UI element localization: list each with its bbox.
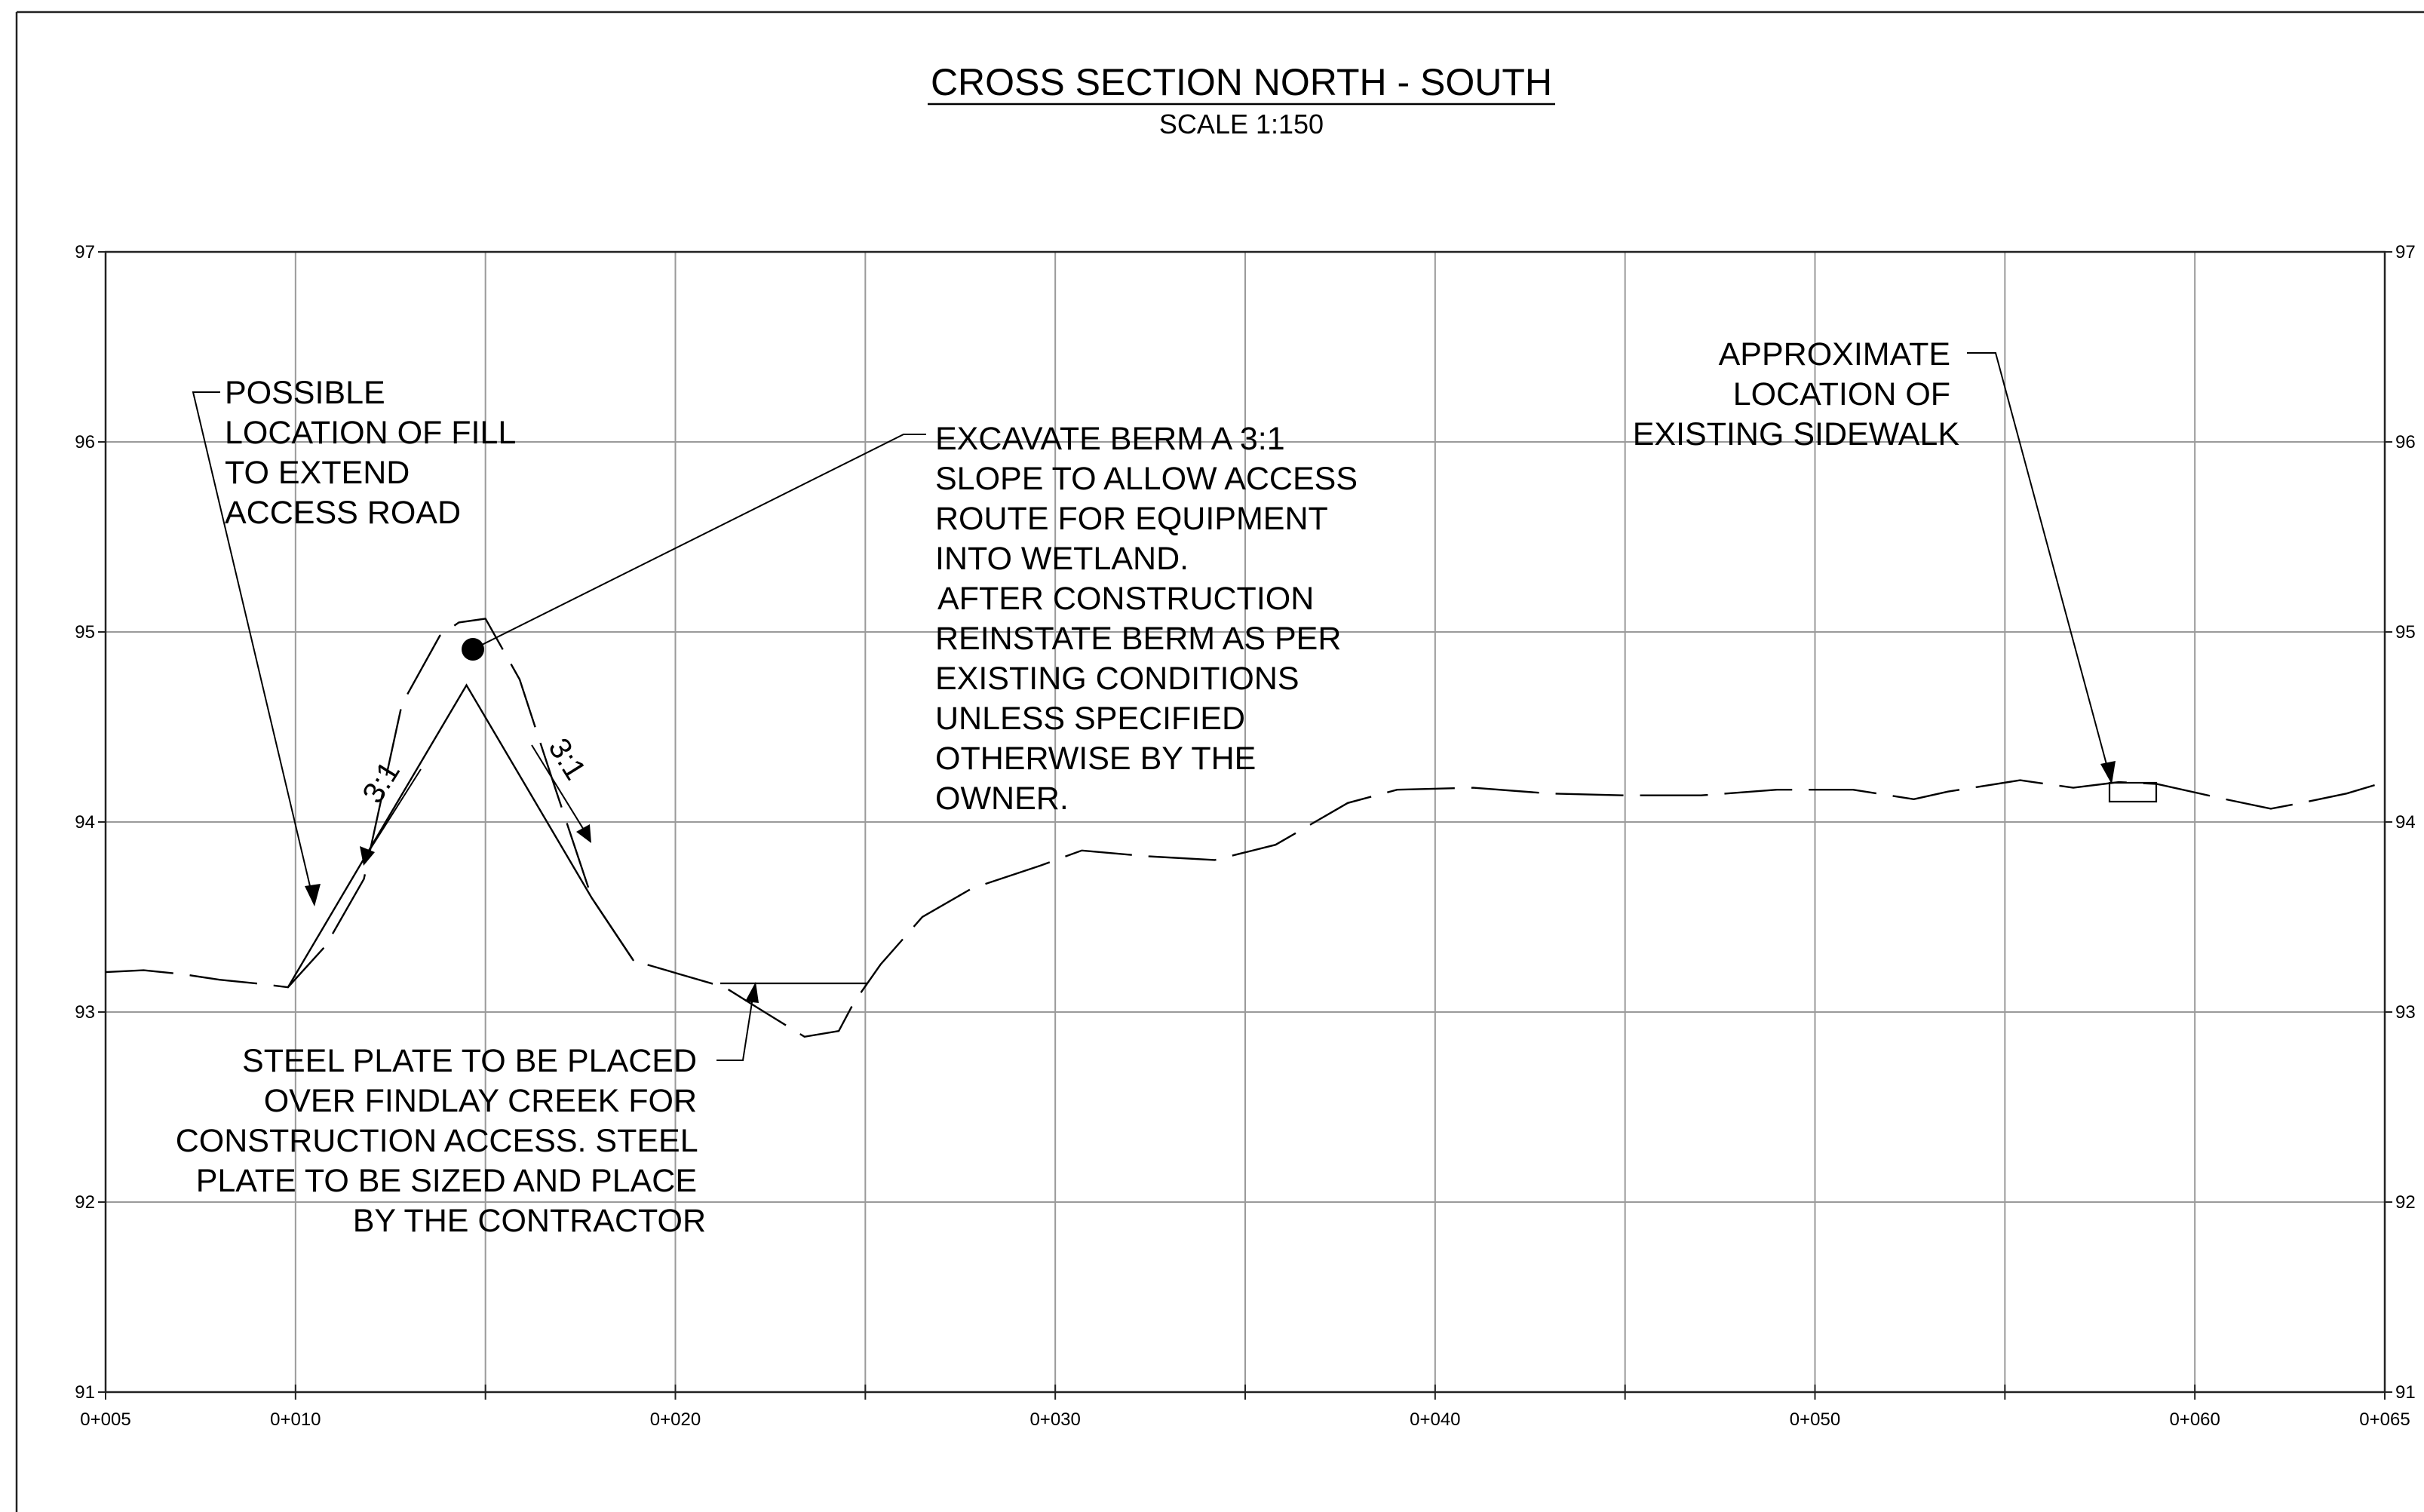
y-tick-label-left-96: 96 — [75, 432, 95, 452]
y-tick-label-left-97: 97 — [75, 242, 95, 262]
berm-note-line-2: SLOPE TO ALLOW ACCESS — [935, 461, 1358, 497]
left-slope-arrowhead — [360, 846, 375, 866]
x-tick-label-0+050: 0+050 — [1790, 1409, 1840, 1430]
berm-note-line-10: OWNER. — [935, 781, 1069, 817]
berm-note-line-8: UNLESS SPECIFIED — [935, 701, 1245, 737]
y-tick-label-left-94: 94 — [75, 812, 95, 833]
berm-note-line-1: EXCAVATE BERM A 3:1 — [935, 421, 1285, 457]
sidewalk-note: APPROXIMATE LOCATION OF EXISTING SIDEWAL… — [1633, 336, 1960, 452]
steel-note-arrowhead — [745, 982, 759, 1003]
profiles — [105, 618, 2386, 1038]
berm-note-line-6: REINSTATE BERM AS PER — [935, 621, 1341, 657]
y-tick-label-right-96: 96 — [2395, 432, 2416, 452]
right-slope-label: 3:1 — [542, 732, 592, 785]
y-tick-label-left-92: 92 — [75, 1192, 95, 1213]
sidewalk-note-line-2: LOCATION OF — [1733, 376, 1950, 413]
sidewalk-note-arrowhead — [2100, 761, 2116, 784]
right-slope-arrow — [531, 744, 589, 838]
section-title: CROSS SECTION NORTH - SOUTH — [931, 61, 1552, 103]
y-tick-label-left-91: 91 — [75, 1382, 95, 1403]
x-tick-label-0+010: 0+010 — [270, 1409, 321, 1430]
steel-note-line-2: OVER FINDLAY CREEK FOR — [264, 1083, 697, 1119]
fill-note-leader — [192, 391, 314, 900]
x-tick-label-0+030: 0+030 — [1029, 1409, 1080, 1430]
berm-note-line-7: EXISTING CONDITIONS — [935, 661, 1299, 697]
steel-note-line-5: BY THE CONTRACTOR — [353, 1203, 706, 1239]
fill-note-line-1: POSSIBLE — [225, 375, 385, 411]
x-tick-label-0+005: 0+005 — [80, 1409, 130, 1430]
x-tick-label-0+065: 0+065 — [2359, 1409, 2410, 1430]
berm-note-line-5: AFTER CONSTRUCTION — [937, 581, 1314, 617]
y-tick-label-right-97: 97 — [2395, 242, 2416, 262]
excavated-berm-profile — [287, 683, 635, 988]
y-tick-label-right-92: 92 — [2395, 1192, 2416, 1213]
left-slope-arrow — [363, 768, 422, 860]
y-tick-label-right-94: 94 — [2395, 812, 2416, 833]
steel-plate-note: STEEL PLATE TO BE PLACED OVER FINDLAY CR… — [176, 1043, 706, 1239]
fill-note-arrowhead — [305, 884, 321, 906]
grid — [106, 252, 2385, 1392]
berm-note-line-9: OTHERWISE BY THE — [935, 741, 1256, 777]
steel-note-line-4: PLATE TO BE SIZED AND PLACE — [196, 1163, 697, 1199]
right-slope-arrowhead — [576, 824, 591, 843]
y-tick-label-right-91: 91 — [2395, 1382, 2416, 1403]
x-axis: 0+005 0+010 0+020 0+030 0+040 0+050 0+060 0+065 — [80, 1385, 2410, 1430]
berm-note-line-4: INTO WETLAND. — [935, 541, 1189, 577]
berm-note-leader — [472, 434, 926, 650]
y-tick-label-left-93: 93 — [75, 1002, 95, 1023]
x-tick-label-0+060: 0+060 — [2169, 1409, 2220, 1430]
steel-note-line-3: CONSTRUCTION ACCESS. STEEL — [176, 1123, 698, 1159]
y-tick-label-left-95: 95 — [75, 622, 95, 643]
x-tick-label-0+040: 0+040 — [1410, 1409, 1460, 1430]
sidewalk-note-leader — [1967, 352, 2111, 779]
berm-note-line-3: ROUTE FOR EQUIPMENT — [935, 501, 1328, 537]
x-tick-label-0+020: 0+020 — [650, 1409, 701, 1430]
y-axis-right: 97 96 95 94 93 92 91 — [2385, 242, 2416, 1403]
fill-note: POSSIBLE LOCATION OF FILL TO EXTEND ACCE… — [225, 375, 524, 531]
steel-note-line-1: STEEL PLATE TO BE PLACED — [242, 1043, 697, 1079]
fill-note-line-2: LOCATION OF FILL — [225, 415, 515, 451]
sidewalk-note-line-3: EXISTING SIDEWALK — [1633, 416, 1960, 452]
sidewalk-note-line-1: APPROXIMATE — [1719, 336, 1950, 373]
existing-ground-profile — [105, 618, 2386, 1038]
berm-note: EXCAVATE BERM A 3:1 SLOPE TO ALLOW ACCES… — [935, 421, 1367, 817]
y-tick-label-right-93: 93 — [2395, 1002, 2416, 1023]
fill-note-line-3: TO EXTEND — [225, 455, 410, 491]
steel-note-leader — [716, 987, 755, 1061]
fill-note-line-4: ACCESS ROAD — [225, 495, 461, 531]
sidewalk-symbol — [2108, 781, 2158, 803]
y-tick-label-right-95: 95 — [2395, 622, 2416, 643]
section-scale: SCALE 1:150 — [1159, 109, 1324, 140]
y-axis-left: 97 96 95 94 93 92 91 — [75, 242, 106, 1403]
